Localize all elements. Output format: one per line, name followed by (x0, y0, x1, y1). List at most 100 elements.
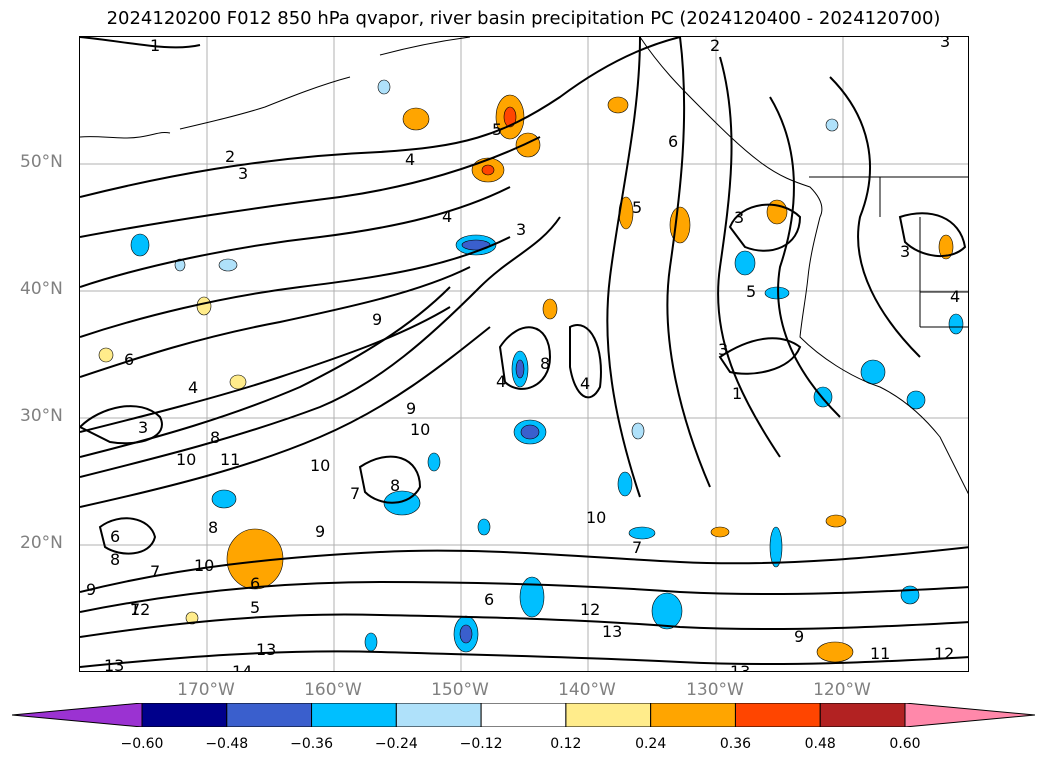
contour-closed (728, 203, 802, 252)
colorbar-tick-label: 0.12 (550, 736, 582, 752)
contour-label: 3 (138, 418, 148, 437)
colorbar-tick-label: 0.48 (804, 736, 836, 752)
colorbar-cell (395, 703, 482, 727)
contour-label: 13 (730, 662, 750, 672)
shade-negative-core (461, 239, 491, 251)
colorbar-tick-label: −0.48 (205, 736, 249, 752)
colorbar-tick-label: −0.24 (374, 736, 418, 752)
contour-line (80, 216, 561, 478)
contour-closed (80, 405, 163, 445)
contour-line (80, 266, 471, 378)
contour-label: 4 (950, 287, 960, 306)
contour-label: 3 (238, 164, 248, 183)
shade-negative (628, 526, 656, 540)
contour-label: 1 (732, 384, 742, 403)
contour-line (80, 186, 511, 288)
contour-label: 7 (130, 600, 140, 619)
lon-label: 130°W (686, 680, 744, 700)
contour-line (80, 306, 451, 433)
contour-label: 2 (225, 147, 235, 166)
colorbar-tick-label: 0.60 (889, 736, 921, 752)
shade-positive (710, 526, 730, 538)
map-plot-area[interactable]: 1 2 3 2 3 4 4 5 3 6 3 4 6 4 3 9 9 8 10 1… (79, 36, 969, 672)
shade-positive (542, 298, 558, 320)
contour-line (769, 96, 841, 418)
shade-negative (900, 585, 920, 605)
shade-positive (607, 96, 629, 114)
contour-closed (569, 324, 602, 399)
contour-label: 6 (110, 527, 120, 546)
contour-label: 13 (256, 640, 276, 659)
shade-positive (825, 514, 847, 528)
contour-label: 6 (668, 132, 678, 151)
contour-label: 1 (150, 37, 160, 55)
contour-line (80, 650, 968, 668)
shade-negative (211, 489, 237, 509)
contour-line (80, 37, 201, 49)
shade-negative (477, 518, 491, 536)
shade-negative-weak (825, 118, 839, 132)
contour-label: 8 (210, 428, 220, 447)
contour-label: 9 (86, 580, 96, 599)
shade-negative (519, 576, 545, 618)
contour-closed (358, 455, 422, 504)
contour-label: 10 (194, 556, 214, 575)
shade-positive-core (503, 106, 517, 128)
shade-negative (948, 313, 964, 335)
lon-label: 120°W (813, 680, 871, 700)
contour-label: 6 (484, 590, 494, 609)
colorbar-extend-max (904, 703, 1035, 727)
shade-negative-core (520, 424, 540, 440)
contour-line (666, 37, 711, 488)
contour-line (606, 37, 641, 498)
contour-label: 5 (632, 198, 642, 217)
contour-label: 4 (188, 378, 198, 397)
contour-line (80, 37, 681, 198)
colorbar-cell (141, 703, 228, 727)
shade-negative (860, 359, 886, 385)
colorbar-cell (650, 703, 736, 727)
map-title: 2024120200 F012 850 hPa qvapor, river ba… (106, 8, 941, 29)
contour-line (80, 580, 968, 613)
shade-negative (764, 286, 790, 300)
contour-label: 12 (130, 600, 150, 619)
shade-positive (515, 132, 541, 158)
colorbar-extend-min (12, 703, 143, 727)
contour-closed (898, 212, 967, 258)
contour-label: 4 (405, 150, 415, 169)
shade-positive (938, 234, 954, 260)
contour-label: 14 (232, 662, 252, 672)
contour-label: 11 (220, 450, 240, 469)
shade-negative-core (515, 359, 525, 379)
colorbar-tick-label: −0.36 (290, 736, 333, 752)
shade-positive-weak (229, 374, 247, 390)
lon-label: 170°W (177, 680, 235, 700)
contour-label: 6 (250, 574, 260, 593)
contour-label: 8 (208, 518, 218, 537)
contour-label: 5 (250, 598, 260, 617)
contour-label: 3 (516, 220, 526, 239)
lat-label: 20°N (20, 533, 63, 553)
contour-label: 5 (746, 282, 756, 301)
colorbar-cell (226, 703, 313, 727)
contour-label: 3 (734, 208, 744, 227)
contour-line (80, 546, 968, 593)
contour-line (80, 236, 511, 338)
contour-label: 12 (580, 600, 600, 619)
contour-line (80, 286, 451, 458)
shade-positive-weak (185, 611, 199, 625)
shade-negative-weak (218, 258, 238, 272)
coastlines (80, 37, 968, 495)
contour-line (80, 326, 491, 508)
lon-label: 160°W (304, 680, 362, 700)
us-west-coast (799, 216, 968, 495)
shade-negative (769, 526, 783, 568)
contour-label: 3 (718, 340, 728, 359)
contour-label: 9 (315, 522, 325, 541)
colorbar-tick-label: 0.24 (635, 736, 667, 752)
shade-positive-core (481, 164, 495, 176)
contour-label: 2 (710, 37, 720, 55)
colorbar-cell (734, 703, 821, 727)
contour-label: 3 (900, 242, 910, 261)
alaska-coast (379, 37, 471, 56)
